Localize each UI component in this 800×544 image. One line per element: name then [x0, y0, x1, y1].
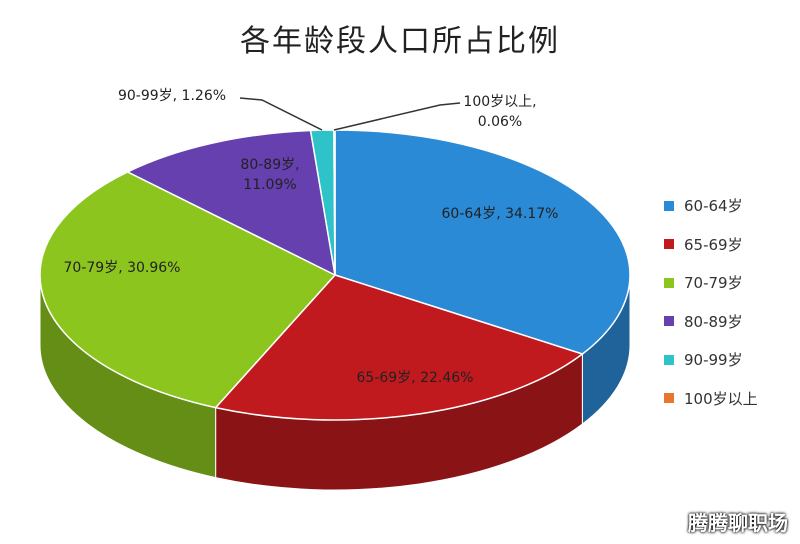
legend-swatch [664, 277, 674, 288]
watermark: 腾腾聊职场 [688, 511, 788, 535]
leader-line [239, 97, 323, 131]
data-label: 70-79岁, 30.96% [63, 260, 181, 276]
legend-item: 65-69岁 [664, 234, 743, 255]
legend-label: 90-99岁 [684, 351, 743, 369]
leader-line [333, 102, 461, 131]
legend-swatch [664, 239, 674, 249]
data-label: 80-89岁, 11.09% [240, 157, 300, 193]
slice [214, 274, 584, 421]
data-label: 60-64岁, 34.17% [441, 206, 559, 222]
legend-label: 80-89岁 [684, 312, 743, 331]
legend-item: 80-89岁 [664, 311, 743, 332]
legend-swatch [664, 200, 674, 211]
legend-item: 70-79岁 [664, 272, 743, 293]
legend-label: 60-64岁 [684, 197, 743, 215]
legend-swatch [664, 316, 674, 326]
data-label: 100岁以上, 0.06% [463, 94, 537, 130]
legend-item: 90-99岁 [664, 349, 743, 370]
data-label: 65-69岁, 22.46% [356, 370, 474, 386]
legend-item: 100岁以上 [664, 388, 758, 409]
legend-label: 65-69岁 [684, 235, 743, 254]
chart-title: 各年龄段人口所占比例 [240, 24, 560, 59]
data-label: 90-99岁, 1.26% [117, 88, 227, 104]
legend-swatch [664, 393, 674, 403]
slice [125, 129, 336, 277]
slice [39, 171, 337, 409]
legend-item: 60-64岁 [664, 195, 743, 216]
legend-label: 70-79岁 [684, 274, 743, 292]
legend-label: 100岁以上 [684, 389, 758, 408]
legend-swatch [664, 354, 674, 365]
